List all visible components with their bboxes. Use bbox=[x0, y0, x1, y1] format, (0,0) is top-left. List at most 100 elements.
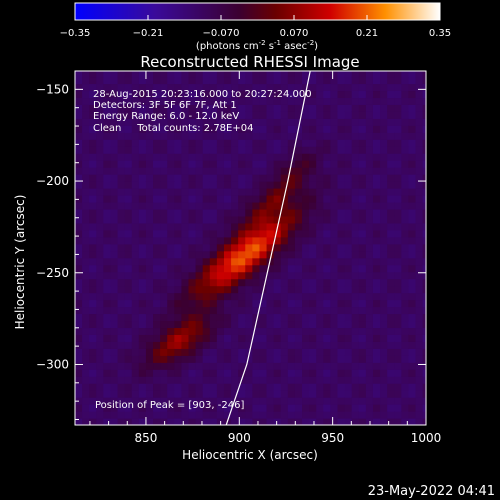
heatmap-cell bbox=[273, 132, 282, 140]
heatmap-cell bbox=[302, 327, 310, 335]
heatmap-cell bbox=[401, 348, 410, 356]
heatmap-cell bbox=[365, 348, 374, 356]
heatmap-cell bbox=[131, 139, 140, 147]
heatmap-cell bbox=[302, 160, 310, 168]
y-axis-label: Heliocentric Y (arcsec) bbox=[13, 195, 27, 330]
heatmap-cell bbox=[387, 306, 395, 315]
heatmap-cell bbox=[82, 250, 90, 259]
heatmap-cell bbox=[167, 97, 175, 105]
heatmap-cell bbox=[302, 118, 310, 126]
heatmap-cell bbox=[380, 362, 388, 370]
heatmap-cell bbox=[124, 132, 133, 140]
heatmap-cell bbox=[358, 299, 367, 308]
heatmap-cell bbox=[138, 418, 147, 425]
heatmap-cell bbox=[202, 153, 211, 161]
heatmap-cell bbox=[330, 362, 339, 370]
heatmap-cell bbox=[344, 188, 353, 196]
heatmap-cell bbox=[302, 250, 310, 259]
heatmap-cell bbox=[223, 167, 232, 175]
heatmap-cell bbox=[223, 174, 232, 182]
heatmap-cell bbox=[316, 327, 324, 335]
heatmap-cell bbox=[323, 153, 331, 161]
heatmap-cell bbox=[245, 167, 253, 175]
heatmap-cell bbox=[117, 174, 126, 182]
heatmap-cell bbox=[96, 397, 104, 405]
heatmap-cell bbox=[75, 167, 83, 175]
heatmap-cell bbox=[387, 411, 395, 419]
heatmap-cell bbox=[273, 118, 282, 126]
heatmap-cell bbox=[181, 132, 190, 140]
heatmap-cell bbox=[401, 118, 410, 126]
heatmap-cell bbox=[174, 264, 183, 273]
heatmap-cell bbox=[188, 139, 197, 147]
heatmap-cell bbox=[408, 90, 417, 99]
heatmap-cell bbox=[131, 132, 140, 140]
heatmap-cell bbox=[358, 348, 367, 356]
heatmap-cell bbox=[344, 341, 353, 349]
heatmap-cell bbox=[188, 222, 197, 231]
heatmap-cell bbox=[394, 320, 402, 329]
heatmap-cell bbox=[365, 167, 374, 175]
heatmap-cell bbox=[387, 90, 395, 99]
heatmap-cell bbox=[266, 174, 275, 182]
heatmap-cell bbox=[309, 194, 317, 203]
heatmap-cell bbox=[188, 174, 197, 182]
heatmap-cell bbox=[131, 215, 140, 224]
heatmap-cell bbox=[75, 153, 83, 161]
heatmap-cell bbox=[89, 194, 97, 203]
heatmap-cell bbox=[110, 278, 119, 287]
heatmap-cell bbox=[160, 97, 168, 105]
heatmap-cell bbox=[216, 97, 225, 105]
heatmap-cell bbox=[273, 167, 282, 175]
heatmap-cell bbox=[337, 208, 346, 217]
heatmap-cell bbox=[394, 271, 402, 280]
heatmap-cell bbox=[238, 167, 246, 175]
heatmap-cell bbox=[252, 271, 261, 280]
heatmap-cell bbox=[280, 174, 289, 182]
heatmap-cell bbox=[238, 243, 246, 252]
heatmap-cell bbox=[259, 299, 268, 308]
heatmap-cell bbox=[216, 181, 225, 189]
heatmap-cell bbox=[195, 327, 204, 335]
heatmap-cell bbox=[188, 355, 197, 363]
heatmap-cell bbox=[195, 160, 204, 168]
heatmap-cell bbox=[238, 153, 246, 161]
heatmap-cell bbox=[309, 369, 317, 377]
heatmap-cell bbox=[351, 362, 360, 370]
heatmap-cell bbox=[110, 118, 119, 126]
x-tick-label: 900 bbox=[228, 431, 251, 445]
heatmap-cell bbox=[181, 404, 190, 412]
heatmap-cell bbox=[323, 383, 331, 391]
heatmap-cell bbox=[174, 250, 183, 259]
heatmap-cell bbox=[160, 71, 168, 78]
heatmap-cell bbox=[223, 201, 232, 210]
heatmap-cell bbox=[188, 313, 197, 322]
heatmap-cell bbox=[266, 264, 275, 273]
heatmap-cell bbox=[387, 320, 395, 329]
heatmap-cell bbox=[231, 132, 239, 140]
heatmap-cell bbox=[415, 404, 424, 412]
heatmap-cell bbox=[195, 313, 204, 322]
heatmap-cell bbox=[103, 208, 112, 217]
heatmap-cell bbox=[103, 362, 112, 370]
heatmap-cell bbox=[316, 306, 324, 315]
heatmap-cell bbox=[89, 411, 97, 419]
heatmap-cell bbox=[358, 97, 367, 105]
heatmap-cell bbox=[365, 299, 374, 308]
heatmap-cell bbox=[330, 160, 339, 168]
heatmap-cell bbox=[160, 167, 168, 175]
heatmap-cell bbox=[160, 146, 168, 154]
heatmap-cell bbox=[365, 125, 374, 133]
heatmap-cell bbox=[394, 334, 402, 342]
heatmap-cell bbox=[117, 153, 126, 161]
heatmap-cell bbox=[309, 376, 317, 384]
heatmap-cell bbox=[110, 236, 119, 245]
heatmap-cell bbox=[216, 104, 225, 112]
heatmap-cell bbox=[117, 264, 126, 273]
heatmap-cell bbox=[323, 376, 331, 384]
heatmap-cell bbox=[131, 201, 140, 210]
heatmap-cell bbox=[117, 188, 126, 196]
heatmap-cell bbox=[145, 404, 154, 412]
heatmap-cell bbox=[415, 194, 424, 203]
heatmap-cell bbox=[323, 404, 331, 412]
